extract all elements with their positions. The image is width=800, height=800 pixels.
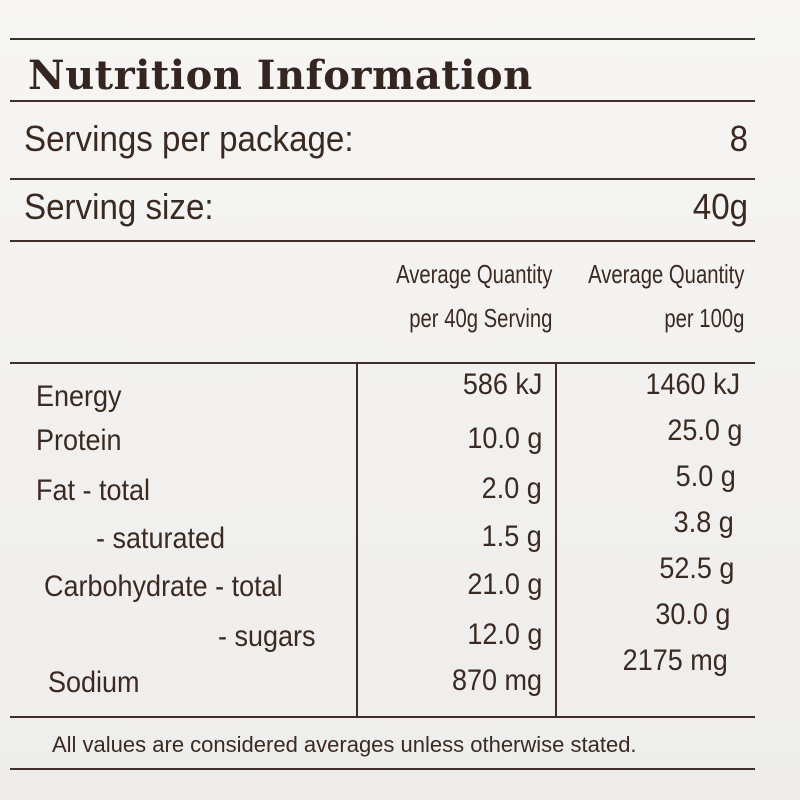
cell-fat-total-per-100g: 5.0 g xyxy=(675,460,736,493)
row-label-protein: Protein xyxy=(36,424,122,457)
cell-energy-per-serving: 586 kJ xyxy=(462,368,542,401)
column-header-per-serving: Average Quantity per 40g Serving xyxy=(396,252,552,340)
row-label-sugars: - sugars xyxy=(218,620,316,653)
cell-saturated-per-100g: 3.8 g xyxy=(673,506,734,539)
cell-fat-total-per-serving: 2.0 g xyxy=(481,472,542,505)
cell-carbohydrate-per-serving: 21.0 g xyxy=(466,568,542,601)
row-label-sodium: Sodium xyxy=(48,666,140,699)
column-header-line: Average Quantity xyxy=(395,259,552,289)
cell-saturated-per-serving: 1.5 g xyxy=(481,520,542,553)
column-divider-1 xyxy=(356,362,358,716)
serving-size-label: Serving size: xyxy=(24,186,214,227)
cell-sugars-per-100g: 30.0 g xyxy=(654,598,730,631)
cell-sodium-per-serving: 870 mg xyxy=(451,664,542,697)
row-label-fat-total: Fat - total xyxy=(36,474,151,507)
column-header-line: per 100g xyxy=(663,303,744,333)
column-divider-2 xyxy=(555,362,557,716)
cell-sodium-per-100g: 2175 mg xyxy=(622,644,728,677)
cell-sugars-per-serving: 12.0 g xyxy=(466,618,542,651)
servings-per-package-label: Servings per package: xyxy=(24,118,354,159)
column-header-per-100g: Average Quantity per 100g xyxy=(588,252,744,340)
top-rule xyxy=(10,38,755,40)
cell-protein-per-100g: 25.0 g xyxy=(666,414,742,447)
row-label-saturated: - saturated xyxy=(96,522,226,555)
column-header-line: per 40g Serving xyxy=(408,303,552,333)
title-rule xyxy=(10,100,755,102)
serving-size-rule xyxy=(10,240,755,242)
cell-energy-per-100g: 1460 kJ xyxy=(645,368,740,401)
servings-per-package-value: 8 xyxy=(729,118,748,159)
servings-rule xyxy=(10,178,755,180)
cell-carbohydrate-per-100g: 52.5 g xyxy=(658,552,734,585)
serving-size-value: 40g xyxy=(692,186,748,227)
column-header-line: Average Quantity xyxy=(587,259,744,289)
panel-title: Nutrition Information xyxy=(28,52,533,99)
row-label-carbohydrate-total: Carbohydrate - total xyxy=(44,570,283,603)
row-label-energy: Energy xyxy=(36,380,122,413)
header-rule xyxy=(10,362,755,364)
table-bottom-rule xyxy=(10,716,755,718)
bottom-rule xyxy=(10,768,755,770)
cell-protein-per-serving: 10.0 g xyxy=(466,422,542,455)
footnote: All values are considered averages unles… xyxy=(52,732,637,757)
